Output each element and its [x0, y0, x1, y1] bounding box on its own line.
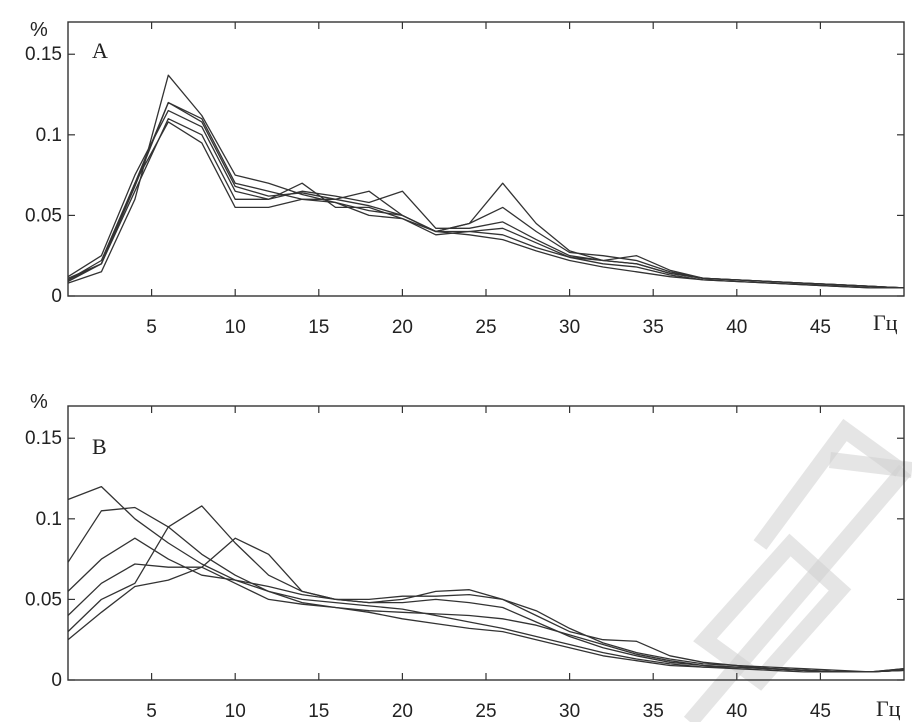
panel-b-xlabel: Гц	[876, 696, 901, 721]
y-tick-label: 0.1	[36, 509, 62, 530]
y-tick-label: 0	[51, 670, 62, 691]
panel-a-ylabel: %	[30, 19, 48, 41]
x-tick-label: 15	[308, 317, 329, 338]
y-tick-label: 0.05	[25, 589, 62, 610]
x-tick-label: 10	[225, 701, 246, 722]
panel-b-tick-labels: 5 10 15 20 25 30 35 40 45 0 0.05 0.1 0.15	[25, 428, 831, 722]
y-tick-label: 0.05	[25, 205, 62, 226]
panel-b-frame	[67, 405, 905, 681]
panel-a-label: A	[92, 38, 108, 63]
x-tick-label: 35	[643, 317, 664, 338]
series-line-5	[67, 505, 905, 673]
panel-b-ylabel: %	[30, 391, 48, 413]
x-tick-label: 5	[146, 317, 157, 338]
panel-b-series	[67, 485, 905, 673]
series-line-1	[67, 74, 905, 289]
x-tick-label: 30	[559, 701, 580, 722]
panel-b: 5 10 15 20 25 30 35 40 45 0 0.05 0.1 0.15 B % Гц	[25, 391, 905, 722]
x-tick-label: 20	[392, 317, 413, 338]
x-tick-label: 5	[146, 701, 157, 722]
panel-a: 5 10 15 20 25 30 35 40 45 0 0.05 0.1 0.15 A % Гц	[25, 19, 905, 338]
panel-a-tick-labels: 5 10 15 20 25 30 35 40 45 0 0.05 0.1 0.15	[25, 44, 831, 338]
panel-b-ticks	[68, 406, 904, 681]
series-line-4	[67, 537, 905, 673]
x-tick-label: 10	[225, 317, 246, 338]
series-line-5	[67, 121, 904, 289]
x-tick-label: 20	[392, 701, 413, 722]
watermark	[683, 418, 912, 722]
x-tick-label: 40	[726, 701, 747, 722]
x-tick-label: 45	[810, 317, 831, 338]
x-tick-label: 35	[643, 701, 664, 722]
series-line-6	[67, 566, 905, 673]
x-tick-label: 25	[475, 701, 496, 722]
y-tick-label: 0.15	[25, 44, 62, 65]
panel-b-label: B	[92, 434, 107, 459]
x-tick-label: 30	[559, 317, 580, 338]
y-tick-label: 0.1	[36, 125, 62, 146]
x-tick-label: 25	[475, 317, 496, 338]
x-tick-label: 45	[810, 701, 831, 722]
panel-a-xlabel: Гц	[873, 310, 898, 335]
panel-a-ticks	[68, 22, 904, 297]
y-tick-label: 0	[51, 286, 62, 307]
x-tick-label: 15	[308, 701, 329, 722]
series-line-6	[67, 101, 905, 289]
x-tick-label: 40	[726, 317, 747, 338]
y-tick-label: 0.15	[25, 428, 62, 449]
panel-a-frame	[67, 21, 905, 297]
panel-a-series	[67, 74, 905, 289]
